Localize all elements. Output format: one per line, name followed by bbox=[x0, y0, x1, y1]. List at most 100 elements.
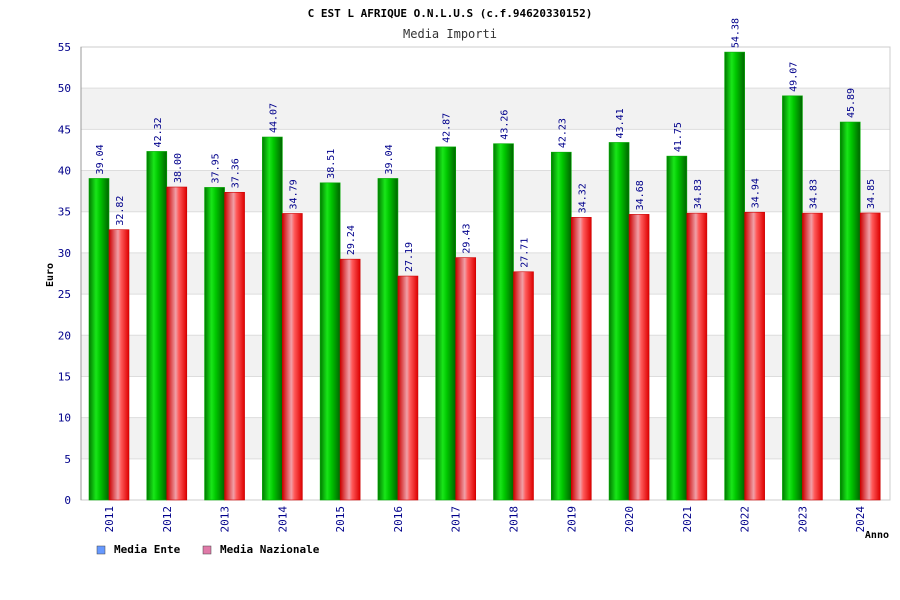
bar-media-ente-2017 bbox=[435, 146, 457, 501]
bar-media-nazionale-2012 bbox=[166, 186, 188, 501]
x-axis-label: Anno bbox=[865, 530, 889, 541]
bar-media-nazionale-2017 bbox=[455, 257, 477, 501]
value-label-media-ente-2012: 42.32 bbox=[153, 117, 164, 147]
bar-media-ente-2015 bbox=[319, 182, 341, 501]
y-tick-label: 45 bbox=[58, 123, 71, 136]
bar-media-nazionale-2023 bbox=[802, 212, 823, 501]
y-tick-label: 15 bbox=[58, 370, 71, 383]
value-label-media-ente-2020: 43.41 bbox=[615, 108, 626, 138]
bar-media-nazionale-2021 bbox=[686, 212, 708, 501]
value-labels: 39.04 32.82 42.32 38.00 37.95 37.36 44.07 34.79… bbox=[95, 18, 877, 272]
x-tick-label-2021: 2021 bbox=[681, 506, 694, 533]
chart-subtitle: Media Importi bbox=[403, 27, 497, 41]
grid-band bbox=[81, 170, 890, 212]
bar-media-nazionale-2022 bbox=[744, 211, 765, 501]
y-tick-label: 30 bbox=[58, 247, 71, 260]
grid-band bbox=[81, 335, 890, 377]
bar-media-nazionale-2013 bbox=[224, 191, 245, 501]
bar-media-ente-2020 bbox=[608, 142, 630, 501]
x-tick-label-2016: 2016 bbox=[392, 506, 405, 533]
value-label-media-ente-2017: 42.87 bbox=[442, 113, 453, 143]
legend-label-media-ente: Media Ente bbox=[114, 543, 181, 556]
x-tick-label-2024: 2024 bbox=[854, 506, 867, 533]
y-tick-label: 10 bbox=[58, 412, 71, 425]
value-label-media-nazionale-2011: 32.82 bbox=[115, 196, 126, 226]
y-tick-label: 50 bbox=[58, 82, 71, 95]
value-label-media-ente-2019: 42.23 bbox=[557, 118, 568, 148]
legend-swatch-media-ente bbox=[96, 545, 106, 555]
value-label-media-ente-2013: 37.95 bbox=[211, 153, 222, 183]
x-tick-label-2017: 2017 bbox=[450, 506, 463, 533]
value-label-media-nazionale-2012: 38.00 bbox=[173, 153, 184, 183]
bar-media-ente-2011 bbox=[88, 178, 110, 501]
bar-media-ente-2019 bbox=[550, 151, 572, 501]
value-label-media-nazionale-2021: 34.83 bbox=[693, 179, 704, 209]
x-tick-label-2015: 2015 bbox=[334, 506, 347, 533]
bar-media-ente-2016 bbox=[377, 178, 399, 501]
x-tick-label-2012: 2012 bbox=[161, 506, 174, 533]
bar-media-nazionale-2019 bbox=[570, 217, 592, 501]
value-label-media-nazionale-2015: 29.24 bbox=[346, 225, 357, 255]
value-label-media-ente-2023: 49.07 bbox=[788, 62, 799, 92]
y-tick-label: 55 bbox=[58, 41, 71, 54]
bar-media-nazionale-2016 bbox=[397, 275, 419, 501]
y-axis-ticks: 0 5 10 15 20 25 30 35 40 45 50 55 bbox=[58, 41, 71, 507]
bar-media-nazionale-2015 bbox=[339, 258, 361, 501]
grid-band bbox=[81, 88, 890, 130]
value-label-media-ente-2014: 44.07 bbox=[268, 103, 279, 133]
bar-media-ente-2024 bbox=[839, 121, 861, 501]
value-label-media-nazionale-2016: 27.19 bbox=[404, 242, 415, 272]
grid-band bbox=[81, 417, 890, 459]
bar-media-nazionale-2024 bbox=[859, 212, 881, 501]
y-tick-label: 20 bbox=[58, 329, 71, 342]
value-label-media-nazionale-2014: 34.79 bbox=[288, 179, 299, 209]
x-tick-label-2013: 2013 bbox=[219, 506, 232, 533]
x-tick-label-2011: 2011 bbox=[103, 506, 116, 533]
bar-media-nazionale-2011 bbox=[108, 229, 130, 501]
y-tick-label: 40 bbox=[58, 165, 71, 178]
bar-media-nazionale-2014 bbox=[282, 213, 303, 501]
value-label-media-ente-2016: 39.04 bbox=[384, 144, 395, 174]
y-tick-label: 5 bbox=[64, 453, 71, 466]
legend-label-media-nazionale: Media Nazionale bbox=[220, 543, 320, 556]
value-label-media-nazionale-2019: 34.32 bbox=[577, 183, 588, 213]
y-axis-label: Euro bbox=[45, 263, 56, 287]
legend-swatch-media-nazionale bbox=[202, 545, 212, 555]
bar-media-ente-2023 bbox=[782, 95, 803, 501]
bar-media-ente-2013 bbox=[204, 187, 225, 501]
legend: Media Ente Media Nazionale bbox=[96, 543, 320, 556]
value-label-media-nazionale-2020: 34.68 bbox=[635, 180, 646, 210]
value-label-media-ente-2015: 38.51 bbox=[326, 149, 337, 179]
value-label-media-nazionale-2022: 34.94 bbox=[751, 178, 762, 208]
bars-group bbox=[88, 51, 881, 501]
bar-media-ente-2018 bbox=[493, 143, 514, 501]
y-tick-label: 0 bbox=[64, 494, 71, 507]
value-label-media-nazionale-2024: 34.85 bbox=[866, 179, 877, 209]
plot-background bbox=[80, 46, 891, 501]
x-tick-label-2014: 2014 bbox=[276, 506, 289, 533]
value-label-media-nazionale-2023: 34.83 bbox=[808, 179, 819, 209]
value-label-media-nazionale-2013: 37.36 bbox=[231, 158, 242, 188]
bar-media-ente-2014 bbox=[262, 136, 283, 501]
bar-media-nazionale-2020 bbox=[628, 214, 650, 501]
bar-media-ente-2021 bbox=[666, 155, 688, 501]
x-tick-label-2020: 2020 bbox=[623, 506, 636, 533]
x-tick-label-2023: 2023 bbox=[796, 506, 809, 533]
value-label-media-nazionale-2018: 27.71 bbox=[520, 238, 531, 268]
chart-title: C EST L AFRIQUE O.N.L.U.S (c.f.946203301… bbox=[308, 7, 593, 20]
x-tick-label-2018: 2018 bbox=[508, 506, 521, 533]
value-label-media-ente-2024: 45.89 bbox=[846, 88, 857, 118]
x-tick-label-2022: 2022 bbox=[739, 506, 752, 533]
value-label-media-nazionale-2017: 29.43 bbox=[462, 223, 473, 253]
x-axis-ticks: 2011 2012 2013 2014 2015 2016 2017 2018 2019 2020… bbox=[103, 506, 867, 533]
y-tick-label: 35 bbox=[58, 206, 71, 219]
bar-media-nazionale-2018 bbox=[513, 271, 534, 501]
value-label-media-ente-2018: 43.26 bbox=[500, 110, 511, 140]
bar-media-ente-2022 bbox=[724, 51, 745, 501]
bar-media-ente-2012 bbox=[146, 151, 168, 501]
grid-band bbox=[81, 252, 890, 295]
value-label-media-ente-2022: 54.38 bbox=[731, 18, 742, 48]
x-tick-label-2019: 2019 bbox=[565, 506, 578, 533]
